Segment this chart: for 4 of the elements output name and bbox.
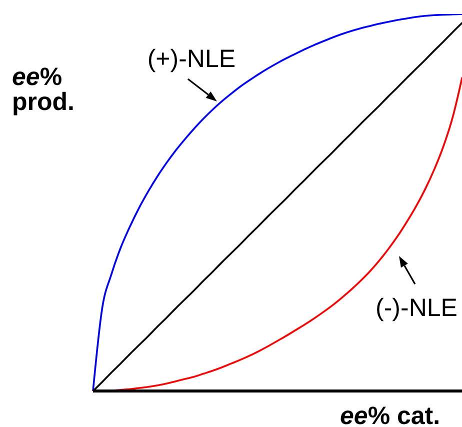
series-label: (-)-NLE bbox=[376, 294, 458, 322]
x-axis-title: ee% cat. bbox=[340, 402, 440, 427]
series-label: (+)-NLE bbox=[147, 44, 236, 73]
y-axis-title: ee% prod. bbox=[12, 63, 74, 116]
